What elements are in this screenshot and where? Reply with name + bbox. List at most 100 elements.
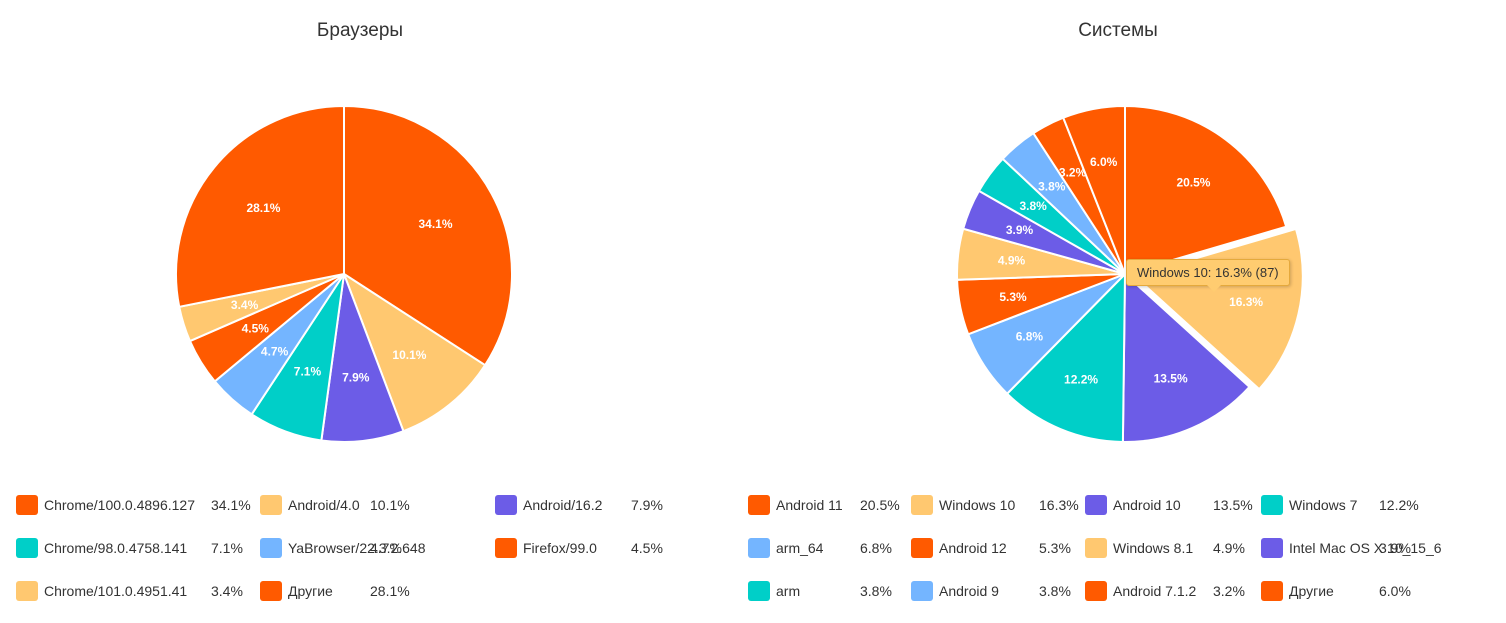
legend-percent: 7.9%	[631, 497, 663, 513]
pie-slice[interactable]	[1121, 271, 1251, 443]
pie-slice[interactable]	[341, 271, 487, 433]
legend-swatch	[1085, 581, 1107, 601]
legend-item[interactable]: Android 11 20.5%	[748, 494, 900, 516]
systems-pie: 20.5% 16.3% 13.5% 12.2% 6.8% 5.3% 4.9% 3.9% 3.8%…	[956, 104, 1304, 443]
legend-item[interactable]: arm 3.8%	[748, 580, 892, 602]
legend-item[interactable]: Windows 7 12.2%	[1261, 494, 1419, 516]
legend-swatch	[748, 538, 770, 558]
tooltip-caret	[1207, 285, 1221, 292]
slice-label: 4.9%	[998, 253, 1026, 267]
legend-percent: 3.8%	[1039, 583, 1071, 599]
legend-item[interactable]: Android/4.0 10.1%	[260, 494, 410, 516]
legend-label: arm_64	[776, 540, 824, 556]
pie-slice[interactable]	[175, 104, 345, 308]
legend-percent: 6.8%	[860, 540, 892, 556]
legend-percent: 20.5%	[860, 497, 900, 513]
legend-label: Intel Mac OS X 10_15_6	[1289, 540, 1442, 556]
legend-label: Chrome/100.0.4896.127	[44, 497, 195, 513]
legend-percent: 4.9%	[1213, 540, 1245, 556]
systems-chart-title: Системы	[1078, 20, 1158, 41]
legend-label: Chrome/98.0.4758.141	[44, 540, 188, 556]
systems-chart: Системы 20.5% 16.3% 13.5% 12.2% 6.8% 5.3% 4.9%…	[730, 0, 1506, 623]
legend-swatch	[1261, 538, 1283, 558]
legend-swatch	[260, 581, 282, 601]
legend-item[interactable]: Intel Mac OS X 10_15_6 3.9%	[1261, 537, 1442, 559]
legend-percent: 6.0%	[1379, 583, 1411, 599]
slice-label: 3.8%	[1019, 199, 1047, 213]
slice-label: 3.9%	[1006, 223, 1034, 237]
legend-swatch	[16, 495, 38, 515]
legend-item[interactable]: Android 7.1.2 3.2%	[1085, 580, 1245, 602]
legend-swatch	[495, 495, 517, 515]
legend-percent: 13.5%	[1213, 497, 1253, 513]
legend-item[interactable]: Chrome/101.0.4951.41 3.4%	[16, 580, 243, 602]
legend-swatch	[16, 581, 38, 601]
legend-label: Chrome/101.0.4951.41	[44, 583, 188, 599]
pie-slice[interactable]	[1005, 271, 1127, 443]
legend-percent: 12.2%	[1379, 497, 1419, 513]
legend-percent: 10.1%	[370, 497, 410, 513]
legend-percent: 3.9%	[1379, 540, 1411, 556]
slice-label: 3.4%	[231, 298, 259, 312]
legend-swatch	[1085, 495, 1107, 515]
legend-percent: 3.4%	[211, 583, 243, 599]
legend-item[interactable]: Android/16.2 7.9%	[495, 494, 663, 516]
legend-percent: 7.1%	[211, 540, 243, 556]
legend-swatch	[748, 495, 770, 515]
legend-label: Android 12	[939, 540, 1007, 556]
legend-item[interactable]: Другие 28.1%	[260, 580, 410, 602]
legend-swatch	[1085, 538, 1107, 558]
slice-label: 6.8%	[1016, 330, 1044, 344]
slice-label: 4.5%	[242, 322, 270, 336]
legend-percent: 34.1%	[211, 497, 251, 513]
legend-item[interactable]: Android 10 13.5%	[1085, 494, 1253, 516]
legend-percent: 28.1%	[370, 583, 410, 599]
slice-label: 4.7%	[261, 345, 289, 359]
legend-swatch	[260, 495, 282, 515]
slice-label: 3.8%	[1038, 179, 1066, 193]
legend-item[interactable]: YaBrowser/22.3.2.648 4.7%	[260, 537, 426, 559]
tooltip-text: Windows 10: 16.3% (87)	[1137, 265, 1279, 280]
slice-label: 16.3%	[1229, 295, 1263, 309]
legend-percent: 16.3%	[1039, 497, 1079, 513]
legend-swatch	[911, 538, 933, 558]
legend-swatch	[495, 538, 517, 558]
legend-item[interactable]: Android 9 3.8%	[911, 580, 1071, 602]
legend-item[interactable]: Другие 6.0%	[1261, 580, 1411, 602]
legend-label: Android/16.2	[523, 497, 603, 513]
browsers-pie: 34.1% 10.1% 7.9% 7.1% 4.7% 4.5% 3.4% 28.1%	[175, 104, 513, 443]
pie-slice[interactable]	[1061, 104, 1126, 275]
legend-label: arm	[776, 583, 801, 599]
legend-item[interactable]: arm_64 6.8%	[748, 537, 892, 559]
legend-percent: 5.3%	[1039, 540, 1071, 556]
slice-label: 5.3%	[999, 290, 1027, 304]
legend-swatch	[16, 538, 38, 558]
legend-percent: 4.5%	[631, 540, 663, 556]
slice-label: 28.1%	[246, 201, 280, 215]
legend-label: Android 9	[939, 583, 999, 599]
slice-label: 7.1%	[294, 365, 322, 379]
slice-label: 3.2%	[1059, 165, 1087, 179]
legend-percent: 3.8%	[860, 583, 892, 599]
legend-swatch	[1261, 581, 1283, 601]
legend-item[interactable]: Firefox/99.0 4.5%	[495, 537, 663, 559]
legend-percent: 3.2%	[1213, 583, 1245, 599]
legend-label: Windows 8.1	[1113, 540, 1194, 556]
legend-swatch	[1261, 495, 1283, 515]
legend-item[interactable]: Android 12 5.3%	[911, 537, 1071, 559]
slice-label: 6.0%	[1090, 155, 1118, 169]
legend-item[interactable]: Windows 10 16.3%	[911, 494, 1079, 516]
legend-percent: 4.7%	[370, 540, 402, 556]
legend-swatch	[911, 581, 933, 601]
legend-label: Windows 10	[939, 497, 1016, 513]
slice-label: 13.5%	[1154, 372, 1188, 386]
legend-item[interactable]: Chrome/98.0.4758.141 7.1%	[16, 537, 243, 559]
legend-item[interactable]: Chrome/100.0.4896.127 34.1%	[16, 494, 251, 516]
legend-item[interactable]: Windows 8.1 4.9%	[1085, 537, 1245, 559]
pie-slice[interactable]	[1124, 104, 1288, 276]
browsers-chart-title: Браузеры	[316, 20, 404, 41]
legend-label: Android 11	[776, 497, 843, 513]
legend-label: Другие	[1289, 583, 1334, 599]
legend-label: Android 10	[1113, 497, 1181, 513]
legend-swatch	[911, 495, 933, 515]
